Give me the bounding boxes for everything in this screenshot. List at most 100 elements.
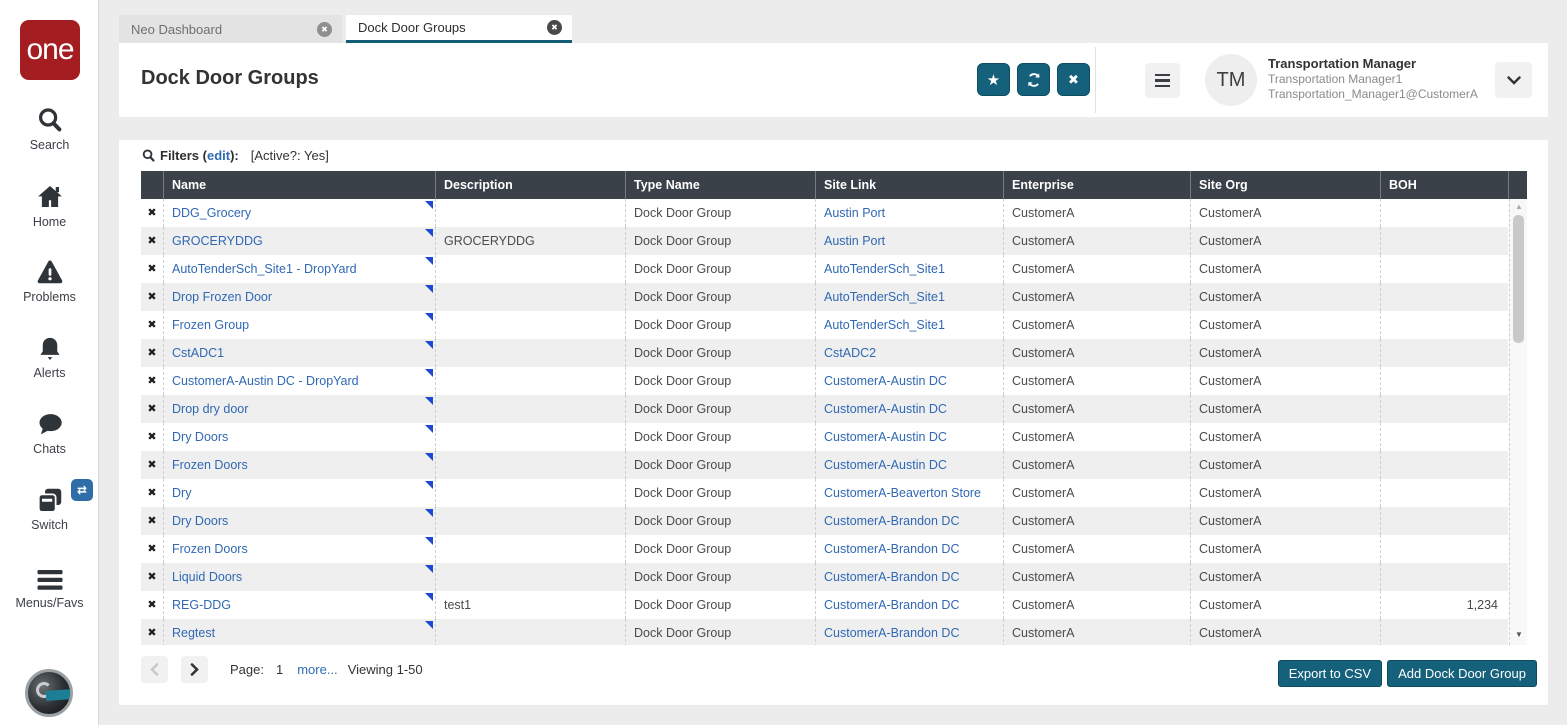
- refresh-button[interactable]: [1017, 63, 1050, 96]
- site-link[interactable]: CustomerA-Austin DC: [824, 402, 947, 416]
- sidebar-item-chats[interactable]: Chats: [0, 407, 99, 456]
- row-delete-button[interactable]: ✖: [141, 451, 163, 479]
- row-delete-button[interactable]: ✖: [141, 535, 163, 563]
- column-header-site-org[interactable]: Site Org: [1190, 171, 1380, 199]
- column-header-site-link[interactable]: Site Link: [815, 171, 1003, 199]
- name-link[interactable]: Drop Frozen Door: [172, 290, 272, 304]
- context-menu-corner-icon[interactable]: [425, 341, 433, 349]
- sidebar-item-problems[interactable]: Problems: [0, 255, 99, 304]
- switch-badge-icon[interactable]: ⇄: [71, 479, 93, 501]
- context-menu-corner-icon[interactable]: [425, 565, 433, 573]
- sidebar-item-menus-favs[interactable]: Menus/Favs: [0, 561, 99, 610]
- site-link[interactable]: AutoTenderSch_Site1: [824, 262, 945, 276]
- site-link[interactable]: CustomerA-Brandon DC: [824, 626, 959, 640]
- site-link[interactable]: AutoTenderSch_Site1: [824, 290, 945, 304]
- name-link[interactable]: Dry Doors: [172, 514, 228, 528]
- name-link[interactable]: CustomerA-Austin DC - DropYard: [172, 374, 359, 388]
- scrollbar-thumb[interactable]: [1513, 215, 1524, 343]
- site-link[interactable]: CustomerA-Brandon DC: [824, 570, 959, 584]
- site-link[interactable]: AutoTenderSch_Site1: [824, 318, 945, 332]
- column-header-name[interactable]: Name: [163, 171, 435, 199]
- row-delete-button[interactable]: ✖: [141, 563, 163, 591]
- row-delete-button[interactable]: ✖: [141, 591, 163, 619]
- context-menu-corner-icon[interactable]: [425, 453, 433, 461]
- scroll-up-icon[interactable]: ▲: [1510, 202, 1527, 211]
- name-link[interactable]: Dry: [172, 486, 191, 500]
- context-menu-corner-icon[interactable]: [425, 257, 433, 265]
- prev-page-button[interactable]: [141, 656, 168, 683]
- context-menu-corner-icon[interactable]: [425, 509, 433, 517]
- context-menu-corner-icon[interactable]: [425, 621, 433, 629]
- row-delete-button[interactable]: ✖: [141, 311, 163, 339]
- name-link[interactable]: CstADC1: [172, 346, 224, 360]
- context-menu-corner-icon[interactable]: [425, 201, 433, 209]
- favorite-button[interactable]: ★: [977, 63, 1010, 96]
- close-page-button[interactable]: ✖: [1057, 63, 1090, 96]
- sidebar-item-home[interactable]: Home: [0, 180, 99, 229]
- tab-dock-door-groups[interactable]: Dock Door Groups ✖: [346, 15, 572, 43]
- sidebar-item-switch[interactable]: ⇄ Switch: [0, 483, 99, 532]
- scroll-down-icon[interactable]: ▼: [1510, 630, 1527, 639]
- name-link[interactable]: DDG_Grocery: [172, 206, 251, 220]
- more-pages-link[interactable]: more...: [297, 662, 337, 677]
- site-link[interactable]: Austin Port: [824, 234, 885, 248]
- tab-neo-dashboard[interactable]: Neo Dashboard ✖: [119, 15, 342, 43]
- name-link[interactable]: Frozen Doors: [172, 458, 248, 472]
- avatar[interactable]: TM: [1205, 54, 1257, 106]
- add-dock-door-group-button[interactable]: Add Dock Door Group: [1387, 660, 1537, 687]
- site-link[interactable]: CustomerA-Brandon DC: [824, 514, 959, 528]
- name-link[interactable]: Regtest: [172, 626, 215, 640]
- neo-assistant-icon[interactable]: [25, 669, 73, 717]
- site-link[interactable]: CstADC2: [824, 346, 876, 360]
- context-menu-corner-icon[interactable]: [425, 397, 433, 405]
- row-delete-button[interactable]: ✖: [141, 507, 163, 535]
- site-link[interactable]: CustomerA-Beaverton Store: [824, 486, 981, 500]
- vertical-scrollbar[interactable]: ▲ ▼: [1509, 199, 1527, 645]
- user-dropdown-button[interactable]: [1495, 62, 1532, 98]
- row-delete-button[interactable]: ✖: [141, 255, 163, 283]
- user-menu-button[interactable]: [1145, 63, 1180, 98]
- site-link[interactable]: Austin Port: [824, 206, 885, 220]
- name-link[interactable]: REG-DDG: [172, 598, 231, 612]
- context-menu-corner-icon[interactable]: [425, 285, 433, 293]
- site-link[interactable]: CustomerA-Austin DC: [824, 458, 947, 472]
- site-link[interactable]: CustomerA-Brandon DC: [824, 542, 959, 556]
- site-link[interactable]: CustomerA-Austin DC: [824, 374, 947, 388]
- row-delete-button[interactable]: ✖: [141, 619, 163, 645]
- name-link[interactable]: GROCERYDDG: [172, 234, 263, 248]
- name-link[interactable]: Dry Doors: [172, 430, 228, 444]
- site-link[interactable]: CustomerA-Austin DC: [824, 430, 947, 444]
- context-menu-corner-icon[interactable]: [425, 481, 433, 489]
- column-header-boh[interactable]: BOH: [1380, 171, 1508, 199]
- name-link[interactable]: Frozen Group: [172, 318, 249, 332]
- name-link[interactable]: Frozen Doors: [172, 542, 248, 556]
- row-delete-button[interactable]: ✖: [141, 423, 163, 451]
- tab-close-icon[interactable]: ✖: [317, 22, 332, 37]
- export-csv-button[interactable]: Export to CSV: [1278, 660, 1382, 687]
- context-menu-corner-icon[interactable]: [425, 229, 433, 237]
- sidebar-item-alerts[interactable]: Alerts: [0, 331, 99, 380]
- tab-close-icon[interactable]: ✖: [547, 20, 562, 35]
- context-menu-corner-icon[interactable]: [425, 537, 433, 545]
- column-header-type-name[interactable]: Type Name: [625, 171, 815, 199]
- name-link[interactable]: Drop dry door: [172, 402, 248, 416]
- row-delete-button[interactable]: ✖: [141, 199, 163, 227]
- row-delete-button[interactable]: ✖: [141, 395, 163, 423]
- one-logo[interactable]: one: [20, 20, 80, 80]
- filters-edit-link[interactable]: edit: [207, 148, 230, 163]
- next-page-button[interactable]: [181, 656, 208, 683]
- context-menu-corner-icon[interactable]: [425, 369, 433, 377]
- column-header-description[interactable]: Description: [435, 171, 625, 199]
- name-link[interactable]: Liquid Doors: [172, 570, 242, 584]
- sidebar-item-search[interactable]: Search: [0, 103, 99, 152]
- context-menu-corner-icon[interactable]: [425, 425, 433, 433]
- row-delete-button[interactable]: ✖: [141, 283, 163, 311]
- row-delete-button[interactable]: ✖: [141, 367, 163, 395]
- site-link[interactable]: CustomerA-Brandon DC: [824, 598, 959, 612]
- row-delete-button[interactable]: ✖: [141, 227, 163, 255]
- row-delete-button[interactable]: ✖: [141, 339, 163, 367]
- context-menu-corner-icon[interactable]: [425, 313, 433, 321]
- column-header-enterprise[interactable]: Enterprise: [1003, 171, 1190, 199]
- name-link[interactable]: AutoTenderSch_Site1 - DropYard: [172, 262, 357, 276]
- context-menu-corner-icon[interactable]: [425, 593, 433, 601]
